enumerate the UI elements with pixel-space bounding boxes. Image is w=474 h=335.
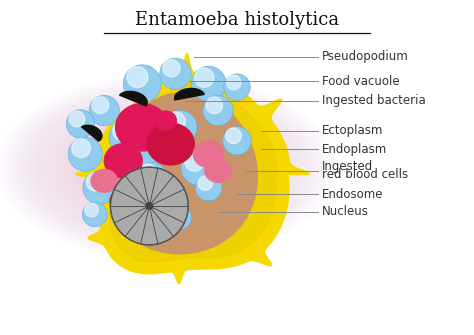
Ellipse shape <box>191 66 226 101</box>
Ellipse shape <box>198 176 212 190</box>
Ellipse shape <box>163 110 197 144</box>
Ellipse shape <box>155 111 176 130</box>
Ellipse shape <box>146 203 153 209</box>
Ellipse shape <box>92 97 109 114</box>
Ellipse shape <box>185 151 204 171</box>
Ellipse shape <box>224 74 250 100</box>
Ellipse shape <box>110 167 188 245</box>
Ellipse shape <box>195 174 222 201</box>
Text: Nucleus: Nucleus <box>322 205 369 218</box>
Ellipse shape <box>181 149 217 186</box>
Ellipse shape <box>127 67 148 87</box>
Ellipse shape <box>121 127 163 168</box>
Text: Entamoeba histolytica: Entamoeba histolytica <box>135 11 339 29</box>
Ellipse shape <box>166 112 185 131</box>
Ellipse shape <box>135 197 159 219</box>
Ellipse shape <box>223 127 251 155</box>
Ellipse shape <box>113 120 134 141</box>
Text: red blood cells: red blood cells <box>322 169 409 181</box>
Ellipse shape <box>153 180 179 202</box>
Ellipse shape <box>139 164 156 181</box>
Ellipse shape <box>206 97 223 114</box>
Polygon shape <box>108 74 277 262</box>
Ellipse shape <box>109 118 147 156</box>
Polygon shape <box>174 88 204 100</box>
Ellipse shape <box>126 129 148 151</box>
Polygon shape <box>76 53 310 284</box>
Ellipse shape <box>116 104 169 151</box>
Polygon shape <box>119 91 147 106</box>
Ellipse shape <box>82 202 107 227</box>
Ellipse shape <box>123 65 161 103</box>
Ellipse shape <box>83 171 116 204</box>
Ellipse shape <box>68 137 102 171</box>
Ellipse shape <box>147 123 194 165</box>
Ellipse shape <box>72 139 91 157</box>
Ellipse shape <box>66 110 95 138</box>
Polygon shape <box>107 93 257 254</box>
Text: Endosome: Endosome <box>322 188 384 201</box>
Ellipse shape <box>110 189 137 213</box>
Ellipse shape <box>85 203 99 217</box>
Ellipse shape <box>160 58 191 89</box>
Ellipse shape <box>137 162 167 193</box>
Ellipse shape <box>226 128 241 143</box>
Ellipse shape <box>203 95 233 126</box>
Text: Ingested: Ingested <box>322 160 374 173</box>
Ellipse shape <box>205 159 231 182</box>
Ellipse shape <box>169 206 191 229</box>
Ellipse shape <box>194 68 214 87</box>
Polygon shape <box>82 125 102 141</box>
Ellipse shape <box>104 144 142 178</box>
Ellipse shape <box>171 207 183 220</box>
Text: Endoplasm: Endoplasm <box>322 143 388 155</box>
Ellipse shape <box>227 75 241 90</box>
Ellipse shape <box>193 141 224 168</box>
Ellipse shape <box>86 173 104 191</box>
Ellipse shape <box>91 170 118 192</box>
Text: Food vacuole: Food vacuole <box>322 75 400 88</box>
Ellipse shape <box>163 60 180 77</box>
Text: Ectoplasm: Ectoplasm <box>322 124 383 137</box>
Text: Pseudopodium: Pseudopodium <box>322 51 409 63</box>
Ellipse shape <box>89 95 119 126</box>
Ellipse shape <box>69 111 85 127</box>
Text: Ingested bacteria: Ingested bacteria <box>322 94 426 107</box>
